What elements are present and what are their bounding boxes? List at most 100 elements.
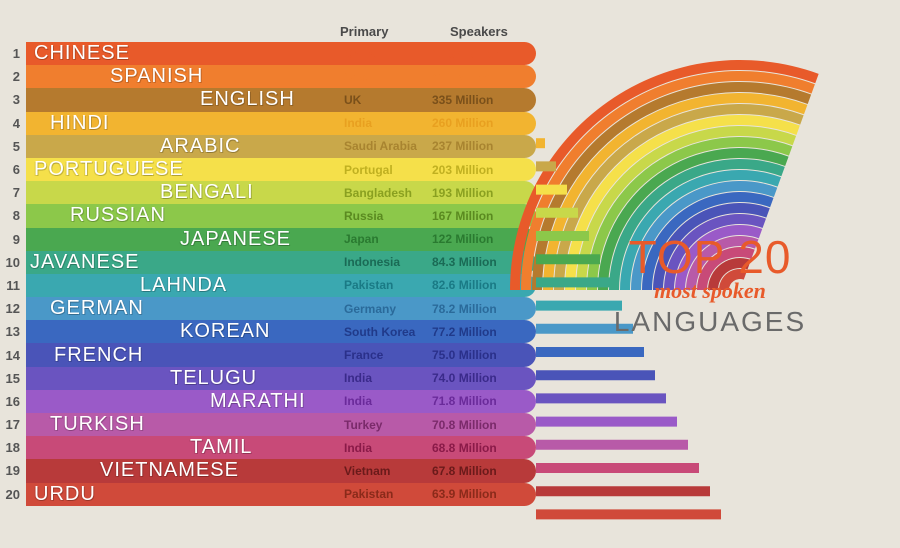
language-name: MARATHI [210,390,306,413]
language-row: 13KOREANSouth Korea77.2 Million [0,320,560,343]
language-name: RUSSIAN [70,204,166,227]
speaker-count: 78.2 Million [432,302,497,316]
speaker-count: 75.0 Million [432,348,497,362]
language-row: 4 HINDI India 260 Million [0,112,560,135]
speaker-count: 1.197 Billion [432,47,502,61]
rank-number: 18 [0,440,26,455]
rank-number: 3 [0,92,26,107]
speaker-count: 237 Million [432,139,493,153]
language-rows: 1CHINESEChina1.197 Billion2SPANISHSpain4… [0,42,560,506]
speaker-count: 203 Million [432,163,493,177]
primary-country: Pakistan [344,278,393,292]
primary-country: Portugal [344,163,393,177]
rank-number: 1 [0,46,26,61]
arc-connector [536,486,710,496]
language-name: KOREAN [180,320,270,343]
language-name: ENGLISH [200,88,295,111]
primary-country: Spain [344,70,377,84]
language-name: PORTUGUESE [34,158,184,181]
speaker-count: 71.8 Million [432,394,497,408]
speaker-count: 77.2 Million [432,325,497,339]
language-name: JAPANESE [180,228,291,251]
language-name: JAVANESE [30,251,140,274]
speaker-count: 70.8 Million [432,418,497,432]
arc-connector [536,463,699,473]
language-row: 5ARABICSaudi Arabia237 Million [0,135,560,158]
primary-country: France [344,348,383,362]
primary-country: India [344,394,372,408]
language-row: 1 CHINESE China 1.197 Billion [0,42,560,65]
language-row: 17 TURKISH Turkey 70.8 Million [0,413,560,436]
primary-country: India [344,116,372,130]
speaker-count: 82.6 Million [432,278,497,292]
rank-number: 7 [0,185,26,200]
rank-number: 11 [0,278,26,293]
title-line1: TOP 20 [610,230,810,284]
language-name: VIETNAMESE [100,459,239,482]
rank-number: 16 [0,394,26,409]
primary-country: Saudi Arabia [344,139,417,153]
language-name: ARABIC [160,135,240,158]
title-block: TOP 20 most spoken LANGUAGES [610,230,810,338]
language-name: CHINESE [34,42,130,65]
primary-country: Russia [344,209,383,223]
primary-country: UK [344,93,361,107]
rank-number: 15 [0,371,26,386]
language-name: TELUGU [170,367,257,390]
rank-number: 9 [0,232,26,247]
speaker-count: 414 Million [432,70,493,84]
language-row: 11 LAHNDA Pakistan 82.6 Million [0,274,560,297]
infographic-container: Primary Country Speakers 1CHINESEChina1.… [0,20,900,508]
language-name: URDU [34,483,96,506]
language-name: FRENCH [54,344,143,367]
speaker-count: 260 Million [432,116,493,130]
speaker-count: 63.9 Million [432,487,497,501]
language-row: 16 MARATHI India 71.8 Million [0,390,560,413]
language-name: HINDI [50,112,109,135]
language-row: 10JAVANESEIndonesia84.3 Million [0,251,560,274]
rank-number: 8 [0,208,26,223]
rank-number: 12 [0,301,26,316]
language-row: 18TAMILIndia68.8 Million [0,436,560,459]
rank-number: 19 [0,463,26,478]
primary-country: Vietnam [344,464,390,478]
language-row: 9 JAPANESE Japan 122 Million [0,228,560,251]
rank-number: 14 [0,348,26,363]
language-name: LAHNDA [140,274,227,297]
speaker-count: 68.8 Million [432,441,497,455]
title-line3: LANGUAGES [610,306,810,338]
rank-number: 20 [0,487,26,502]
primary-country: Indonesia [344,255,400,269]
speaker-count: 167 Million [432,209,493,223]
primary-country: South Korea [344,325,415,339]
speaker-count: 335 Million [432,93,493,107]
rank-number: 17 [0,417,26,432]
language-name: TURKISH [50,413,145,436]
speaker-count: 122 Million [432,232,493,246]
speaker-count: 67.8 Million [432,464,497,478]
primary-country: Japan [344,232,379,246]
primary-country: Germany [344,302,396,316]
primary-country: China [344,47,377,61]
speaker-count: 74.0 Million [432,371,497,385]
language-row: 6PORTUGUESEPortugal203 Million [0,158,560,181]
rank-number: 4 [0,116,26,131]
primary-country: Bangladesh [344,186,412,200]
language-row: 19 VIETNAMESE Vietnam 67.8 Million [0,459,560,482]
language-row: 7 BENGALI Bangladesh 193 Million [0,181,560,204]
primary-country: Turkey [344,418,382,432]
header-speakers: Speakers [450,24,508,39]
primary-country: India [344,371,372,385]
language-name: GERMAN [50,297,144,320]
language-row: 15 TELUGU India 74.0 Million [0,367,560,390]
arc-connector [536,509,721,519]
language-row: 2SPANISHSpain414 Million [0,65,560,88]
language-name: BENGALI [160,181,254,204]
language-row: 3 ENGLISH UK 335 Million [0,88,560,111]
language-row: 20URDUPakistan63.9 Million [0,483,560,506]
language-row: 8 RUSSIAN Russia 167 Million [0,204,560,227]
primary-country: India [344,441,372,455]
speaker-count: 193 Million [432,186,493,200]
rank-number: 10 [0,255,26,270]
language-row: 14 FRENCH France 75.0 Million [0,343,560,366]
